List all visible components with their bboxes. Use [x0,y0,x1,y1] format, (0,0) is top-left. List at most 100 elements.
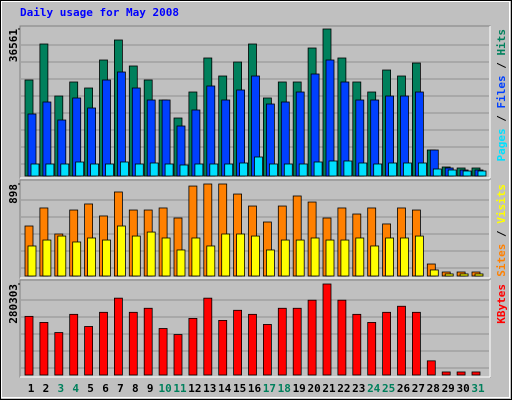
bar [176,249,186,277]
bar [280,239,290,277]
legend-entry: Visits [495,184,508,224]
x-tick-label: 1 [28,382,35,395]
bar [310,237,320,277]
bar [254,156,263,177]
bar [388,162,398,177]
bar [218,319,228,376]
bar [313,161,323,177]
x-tick-label: 21 [322,382,336,395]
bar [117,225,126,277]
bar [358,162,368,177]
bar [149,162,159,177]
y-tick-label: 898 [7,184,20,204]
x-tick-label: 10 [158,382,171,395]
legend-entry: Pages [495,128,508,161]
x-tick-label: 17 [263,382,276,395]
bar [474,273,484,277]
bar [60,163,70,177]
x-tick-label: 3 [57,382,64,395]
bar [39,322,49,376]
bar [54,332,64,376]
bar [134,163,144,177]
bar [120,161,129,177]
bar [262,324,272,376]
bar [221,233,231,277]
bar [131,87,141,177]
x-tick-label: 11 [173,382,187,395]
bar [164,163,174,177]
bar [322,283,332,376]
bar [456,371,466,376]
x-tick-label: 31 [471,382,485,395]
x-tick-label: 2 [43,382,50,395]
x-tick-label: 4 [72,382,79,395]
legend: KBytes [495,284,508,324]
bar [429,269,439,277]
bar [352,313,362,376]
legend-entry: Sites [495,244,508,277]
y-tick-label: 36561 [7,29,20,62]
x-tick-label: 24 [367,382,381,395]
bar [248,313,257,376]
bar [194,163,204,177]
bar [265,249,275,277]
bar [203,297,213,376]
bar [444,273,454,277]
bar [173,334,183,376]
bar [75,161,85,177]
x-tick-label: 8 [132,382,139,395]
bar [114,297,123,376]
x-tick-label: 30 [456,382,469,395]
legend-separator: / [495,56,508,76]
bar [161,237,171,277]
bar [102,79,111,177]
legend-entry: Hits [495,29,508,56]
bar [337,299,347,376]
bar [295,91,305,177]
bar [411,311,421,376]
bar [298,163,308,177]
x-tick-label: 15 [233,382,246,395]
bar [206,245,216,277]
bar [42,239,52,277]
bar [295,239,305,277]
legend-entry: KBytes [495,284,508,324]
bar [131,235,141,277]
bar [307,299,317,376]
bar [385,237,395,277]
legend: Pages / Files / Hits [495,29,508,162]
bar [239,162,249,177]
x-tick-label: 12 [188,382,201,395]
bar [268,163,278,177]
y-tick-label: 280303 [7,284,20,324]
x-tick-label: 25 [382,382,395,395]
x-tick-label: 18 [278,382,291,395]
bar [224,163,234,177]
bar [310,73,320,177]
legend-separator: / [495,109,508,129]
bar [57,235,67,277]
bar [30,163,40,177]
x-tick-label: 14 [218,382,232,395]
bar [340,239,350,277]
x-tick-label: 13 [203,382,216,395]
legend-separator: / [495,224,508,244]
bar [370,245,380,277]
bar [99,311,108,376]
bar [325,239,335,277]
bar [328,160,338,177]
bar [251,235,260,277]
bar [355,237,365,277]
bar [236,233,246,277]
x-tick-label: 22 [337,382,350,395]
bar [188,317,198,376]
x-tick-label: 6 [102,382,109,395]
bar [477,170,487,177]
bar [426,360,436,376]
bar [283,163,293,177]
bar [87,237,96,277]
bar [206,85,216,177]
bar [403,162,412,177]
bar [179,164,189,177]
